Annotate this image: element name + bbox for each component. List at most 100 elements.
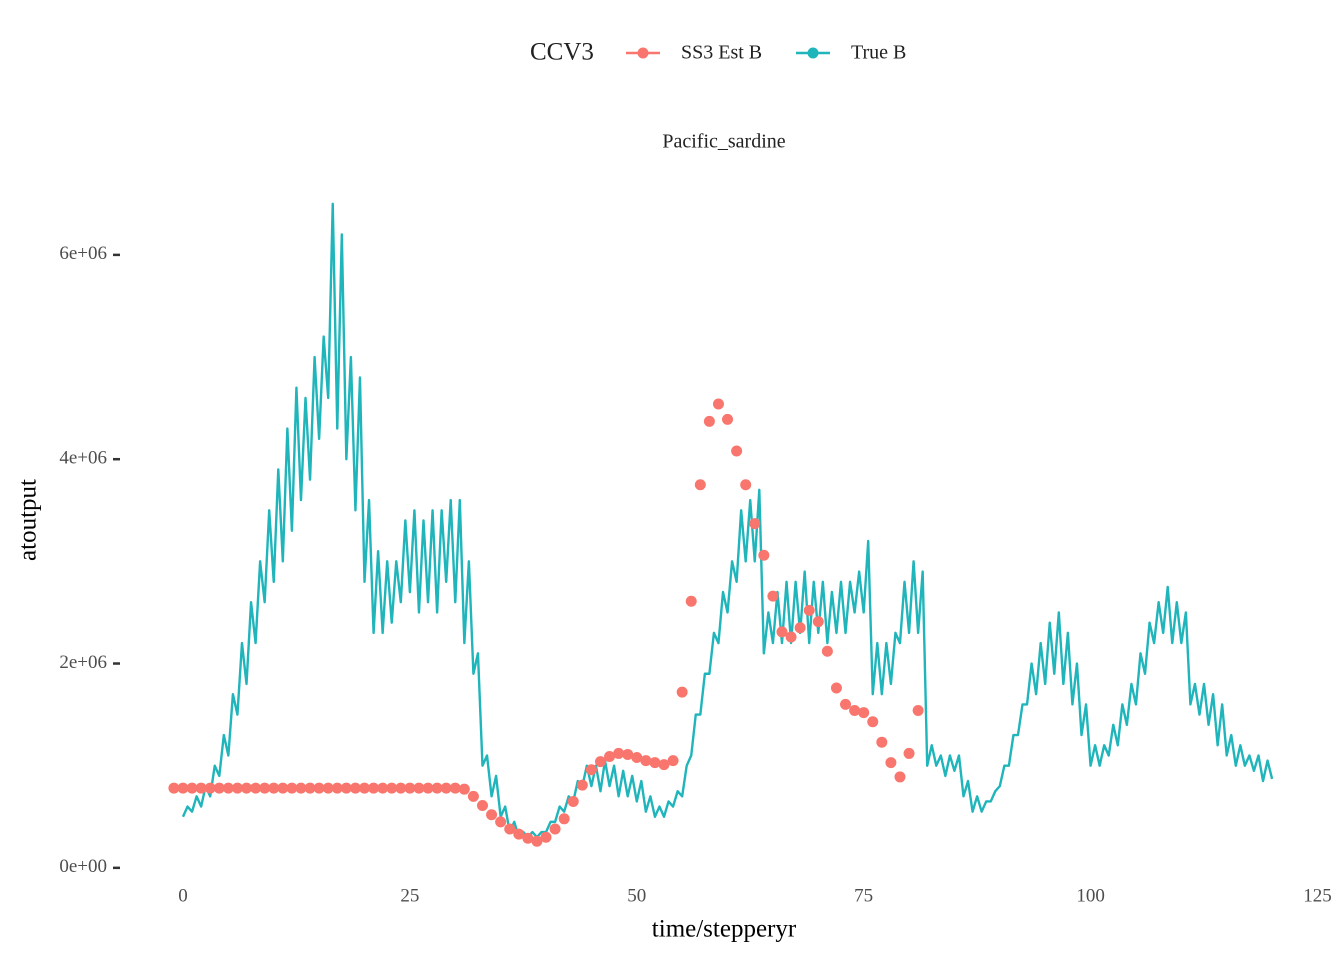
- data-point: [295, 782, 307, 794]
- data-point: [277, 782, 289, 794]
- data-point: [340, 782, 352, 794]
- data-point: [622, 748, 634, 760]
- legend-key-point: [807, 47, 819, 59]
- data-point: [594, 756, 606, 768]
- data-point: [177, 782, 189, 794]
- data-point: [186, 782, 198, 794]
- data-point: [849, 705, 861, 717]
- data-point: [749, 518, 761, 530]
- data-point: [250, 782, 262, 794]
- legend-label: SS3 Est B: [681, 42, 762, 64]
- data-point: [840, 698, 852, 710]
- data-point: [168, 782, 180, 794]
- data-point: [231, 782, 243, 794]
- data-point: [867, 716, 879, 728]
- y-axis-title: atoutput: [15, 479, 42, 561]
- x-tick-label: 50: [627, 885, 646, 906]
- data-point: [567, 795, 579, 807]
- data-point: [395, 782, 407, 794]
- data-point: [213, 782, 225, 794]
- data-point: [486, 809, 498, 821]
- data-point: [504, 823, 516, 835]
- data-point: [549, 823, 561, 835]
- data-point: [458, 783, 470, 795]
- data-point: [903, 747, 915, 759]
- data-point: [377, 782, 389, 794]
- data-point: [694, 479, 706, 491]
- data-point: [322, 782, 334, 794]
- data-point: [758, 549, 770, 561]
- data-point: [331, 782, 343, 794]
- data-point: [631, 752, 643, 764]
- data-point: [467, 790, 479, 802]
- data-point: [658, 759, 670, 771]
- data-point: [404, 782, 416, 794]
- data-point: [558, 813, 570, 825]
- data-point: [195, 782, 207, 794]
- data-point: [531, 835, 543, 847]
- y-tick-label: 2e+06: [59, 652, 107, 673]
- legend-key-point: [637, 47, 649, 59]
- data-point: [431, 782, 443, 794]
- data-point: [812, 616, 824, 628]
- x-tick-label: 125: [1303, 885, 1332, 906]
- data-point: [476, 800, 488, 812]
- data-point: [613, 747, 625, 759]
- legend-title: CCV3: [530, 39, 594, 66]
- data-point: [449, 782, 461, 794]
- y-tick-label: 6e+06: [59, 243, 107, 264]
- data-point: [313, 782, 325, 794]
- data-point: [576, 779, 588, 791]
- x-tick-label: 100: [1076, 885, 1105, 906]
- data-point: [894, 771, 906, 783]
- data-point: [268, 782, 280, 794]
- data-point: [767, 590, 779, 602]
- data-point: [585, 764, 597, 776]
- data-point: [241, 782, 253, 794]
- data-point: [286, 782, 298, 794]
- y-tick-label: 4e+06: [59, 448, 107, 469]
- data-point: [722, 413, 734, 425]
- data-point: [413, 782, 425, 794]
- data-point: [676, 686, 688, 698]
- data-point: [794, 622, 806, 634]
- legend-label: True B: [851, 42, 906, 64]
- data-point: [422, 782, 434, 794]
- data-point: [731, 445, 743, 457]
- data-point: [821, 645, 833, 657]
- data-point: [685, 595, 697, 607]
- data-point: [640, 755, 652, 767]
- data-point: [604, 750, 616, 762]
- data-point: [876, 736, 888, 748]
- series-line: [181, 202, 1274, 839]
- data-point: [712, 398, 724, 410]
- data-point: [304, 782, 316, 794]
- x-axis-title: time/stepperyr: [652, 916, 797, 943]
- data-point: [776, 626, 788, 638]
- data-point: [513, 828, 525, 840]
- data-point: [803, 604, 815, 616]
- data-point: [522, 832, 534, 844]
- x-tick-label: 0: [178, 885, 188, 906]
- data-point: [359, 782, 371, 794]
- data-point: [440, 782, 452, 794]
- data-point: [858, 707, 870, 719]
- x-tick-label: 25: [400, 885, 419, 906]
- data-point: [649, 757, 661, 769]
- data-point: [785, 631, 797, 643]
- x-tick-label: 75: [854, 885, 873, 906]
- data-point: [495, 816, 507, 828]
- data-point: [667, 755, 679, 767]
- data-point: [204, 782, 216, 794]
- data-point: [259, 782, 271, 794]
- data-point: [703, 415, 715, 427]
- data-point: [349, 782, 361, 794]
- facet-label: Pacific_sardine: [662, 131, 785, 153]
- data-point: [830, 682, 842, 694]
- data-point: [885, 757, 897, 769]
- data-point: [540, 831, 552, 843]
- data-point: [386, 782, 398, 794]
- y-tick-label: 0e+00: [59, 856, 107, 877]
